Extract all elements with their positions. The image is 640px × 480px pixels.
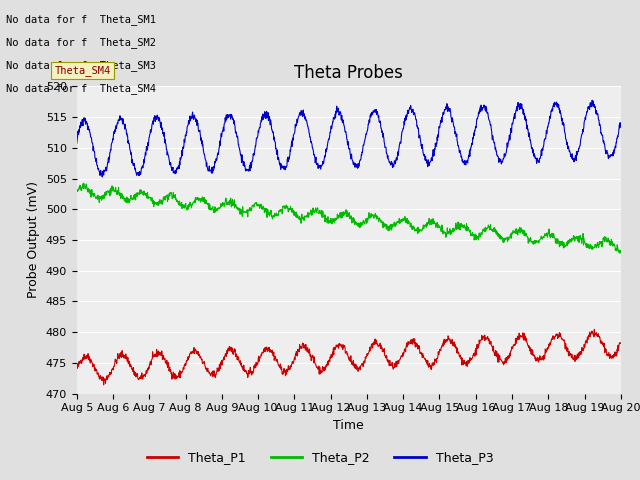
Theta_P3 <box>588 97 596 103</box>
Theta_P3 <box>316 165 323 170</box>
Y-axis label: Probe Output (mV): Probe Output (mV) <box>28 181 40 299</box>
Theta_P2 <box>138 188 145 193</box>
Theta_P3 <box>617 120 625 126</box>
Text: Theta_SM4: Theta_SM4 <box>54 65 111 76</box>
Theta_P2 <box>616 251 624 256</box>
Theta_P1 <box>138 376 145 382</box>
Legend: Theta_P1, Theta_P2, Theta_P3: Theta_P1, Theta_P2, Theta_P3 <box>141 446 499 469</box>
Theta_P2 <box>316 209 323 215</box>
Theta_P3 <box>304 123 312 129</box>
Theta_P1 <box>73 365 81 371</box>
Theta_P2 <box>325 219 333 225</box>
Theta_P1 <box>316 371 323 377</box>
Theta_P3 <box>383 150 390 156</box>
Theta_P1 <box>115 356 123 361</box>
Theta_P1 <box>617 340 625 346</box>
Theta_P2 <box>383 222 390 228</box>
Theta_P2 <box>73 187 81 192</box>
Text: No data for f  Theta_SM3: No data for f Theta_SM3 <box>6 60 156 72</box>
Theta_P1 <box>100 382 108 388</box>
Theta_P1 <box>383 353 390 359</box>
Theta_P3 <box>99 174 106 180</box>
Title: Theta Probes: Theta Probes <box>294 64 403 82</box>
Theta_P1 <box>591 326 598 332</box>
Theta_P2 <box>80 180 88 186</box>
Text: No data for f  Theta_SM1: No data for f Theta_SM1 <box>6 14 156 25</box>
Theta_P2 <box>617 249 625 254</box>
Line: Theta_P2: Theta_P2 <box>77 183 621 253</box>
Theta_P3 <box>115 118 123 123</box>
Theta_P1 <box>325 359 333 364</box>
Line: Theta_P3: Theta_P3 <box>77 100 621 177</box>
Theta_P2 <box>115 192 123 198</box>
Line: Theta_P1: Theta_P1 <box>77 329 621 385</box>
Theta_P1 <box>304 347 312 352</box>
Theta_P3 <box>73 140 81 146</box>
Text: No data for f  Theta_SM2: No data for f Theta_SM2 <box>6 37 156 48</box>
X-axis label: Time: Time <box>333 419 364 432</box>
Theta_P3 <box>325 137 333 143</box>
Theta_P3 <box>138 165 145 171</box>
Text: No data for f  Theta_SM4: No data for f Theta_SM4 <box>6 84 156 95</box>
Theta_P2 <box>304 210 312 216</box>
